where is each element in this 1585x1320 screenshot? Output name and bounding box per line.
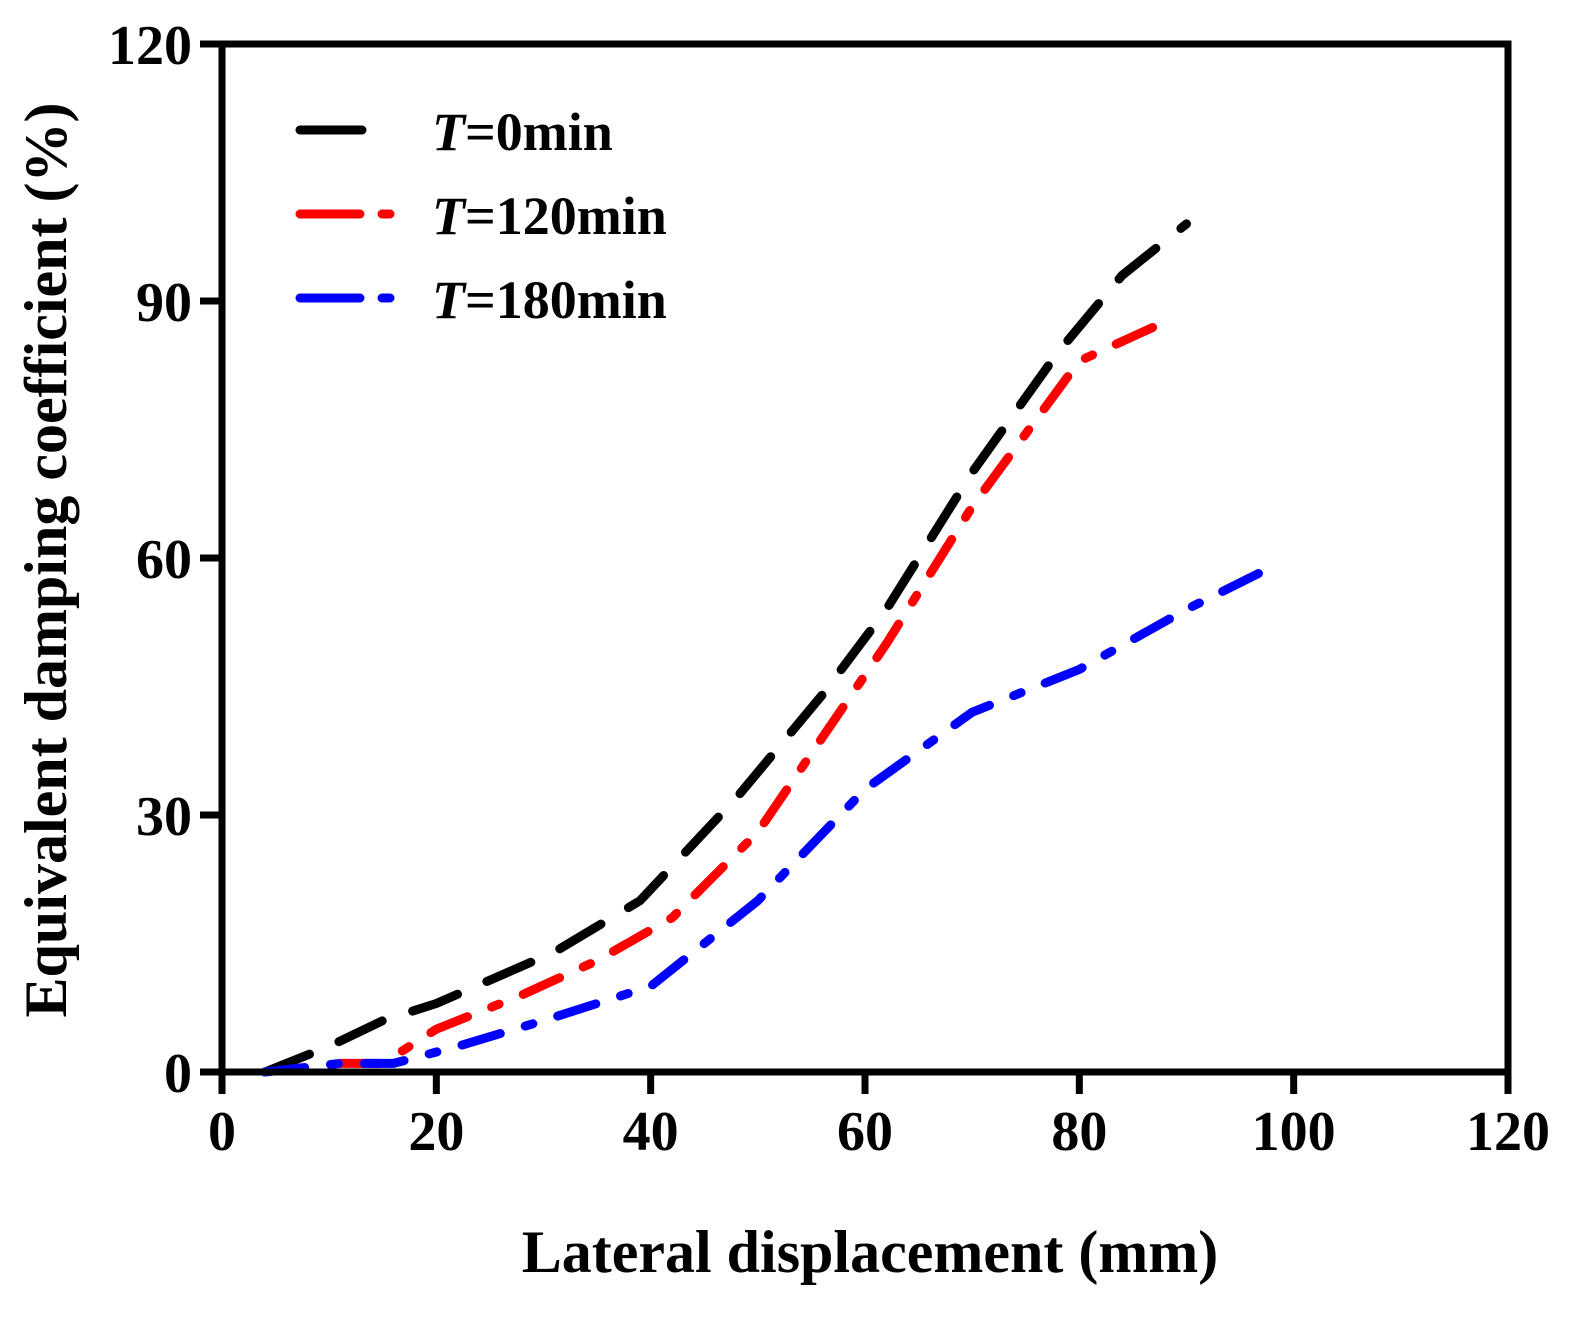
legend-label-0: T=0min: [432, 102, 613, 162]
x-tick-label-2: 40: [623, 1101, 679, 1163]
plot-frame: [218, 40, 1512, 1076]
x-tick-label-5: 100: [1252, 1101, 1336, 1163]
legend-label-variable: T: [432, 186, 467, 246]
series-layer: [260, 219, 1277, 1077]
legend-label-value: =120min: [465, 186, 667, 246]
y-axis-title: Equivalent damping coefficient (%): [13, 103, 79, 1018]
x-tick-label-3: 60: [837, 1101, 893, 1163]
x-tick-label-0: 0: [208, 1101, 236, 1163]
y-tick-label-3: 90: [136, 272, 192, 334]
x-tick-label-4: 80: [1051, 1101, 1107, 1163]
x-tick-label-6: 120: [1466, 1101, 1550, 1163]
legend-label-variable: T: [432, 102, 467, 162]
series-line-2: [260, 562, 1277, 1077]
series-line-0: [260, 219, 1191, 1077]
legend-label-value: =180min: [465, 270, 667, 330]
y-tick-label-2: 60: [136, 529, 192, 591]
legend-label-variable: T: [432, 270, 467, 330]
axes: 0 20 40 60 80 100 120 0 30 60 90 120: [108, 15, 1550, 1163]
y-tick-label-1: 30: [136, 786, 192, 848]
x-tick-label-1: 20: [408, 1101, 464, 1163]
legend-label-value: =0min: [465, 102, 613, 162]
series-line-1: [335, 322, 1159, 1068]
y-tick-label-0: 0: [164, 1043, 192, 1105]
legend-label-2: T=180min: [432, 270, 667, 330]
y-tick-label-4: 120: [108, 15, 192, 77]
x-axis-title: Lateral displacement (mm): [522, 1219, 1219, 1285]
legend-label-1: T=120min: [432, 186, 667, 246]
